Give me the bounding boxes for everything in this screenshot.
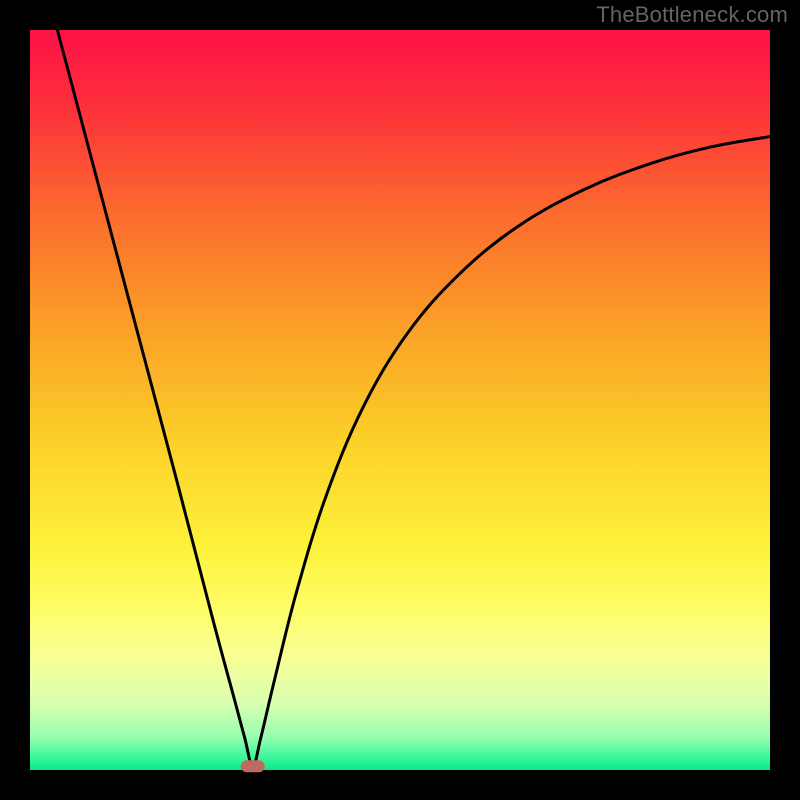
chart-container: TheBottleneck.com: [0, 0, 800, 800]
bottleneck-chart: [0, 0, 800, 800]
minimum-marker: [241, 760, 265, 772]
